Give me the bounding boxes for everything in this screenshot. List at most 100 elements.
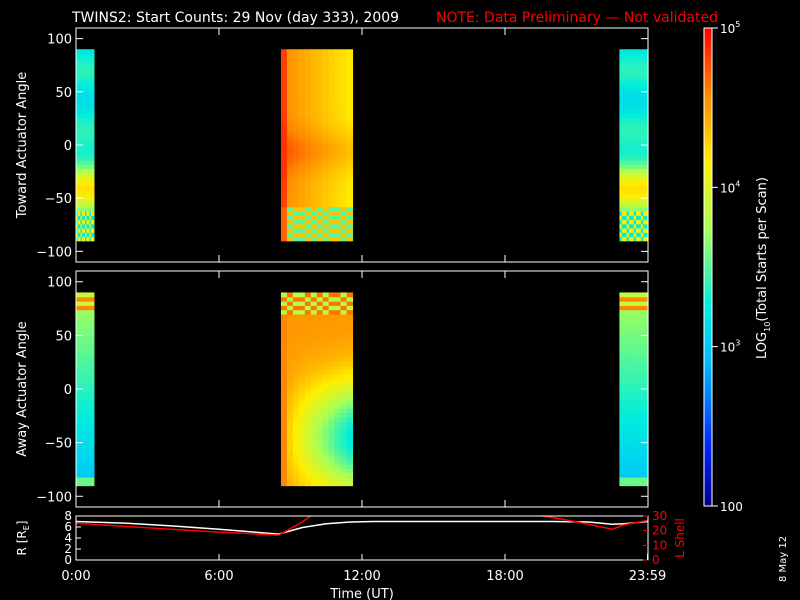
heatmap-cell (643, 459, 647, 465)
heatmap-cell (280, 74, 288, 80)
heatmap-cell (628, 87, 632, 93)
heatmap-cell (81, 348, 85, 354)
heatmap-cell (83, 451, 86, 457)
heatmap-cell (638, 113, 642, 118)
heatmap-cell (304, 181, 312, 187)
heatmap-cell (633, 464, 637, 469)
heatmap-cell (638, 79, 642, 84)
heatmap-cell (626, 391, 630, 397)
heatmap-cell (86, 210, 89, 216)
heatmap-cell (92, 66, 95, 72)
heatmap-cell (619, 125, 623, 131)
heatmap-cell (304, 434, 312, 439)
heatmap-cell (78, 408, 82, 414)
heatmap-cell (328, 438, 336, 444)
heatmap-cell (640, 472, 644, 478)
heatmap-cell (80, 193, 83, 199)
heatmap-cell (310, 74, 318, 80)
colorbar-label: LOG10(Total Starts per Scan) (755, 177, 772, 359)
heatmap-cell (304, 335, 312, 341)
heatmap-cell (292, 125, 300, 131)
heatmap-cell (86, 386, 89, 392)
heatmap-cell (81, 386, 85, 392)
heatmap-cell (87, 87, 91, 93)
x-tick-label: 23:59 (629, 569, 666, 584)
heatmap-cell (90, 386, 93, 392)
heatmap-cell (76, 53, 79, 59)
heatmap-cell (78, 91, 82, 97)
heatmap-cell (638, 147, 642, 152)
heatmap-cell (340, 442, 348, 448)
heatmap-cell (346, 472, 354, 478)
heatmap-cell (346, 365, 354, 371)
heatmap-cell (77, 429, 80, 435)
heatmap-cell (84, 185, 88, 191)
heatmap-cell (83, 339, 86, 345)
heatmap-cell (628, 198, 632, 204)
heatmap-cell (633, 326, 637, 332)
heatmap-cell (334, 189, 342, 195)
heatmap-cell (640, 236, 644, 242)
heatmap-cell (76, 451, 79, 457)
heatmap-cell (334, 408, 342, 414)
heatmap-cell (340, 104, 348, 110)
heatmap-cell (77, 155, 80, 161)
heatmap-cell (310, 100, 318, 106)
heatmap-cell (280, 356, 288, 362)
heatmap-cell (81, 138, 85, 144)
heatmap-cell (328, 151, 336, 157)
heatmap-cell (292, 232, 300, 238)
heatmap-cell (636, 125, 640, 131)
heatmap-cell (638, 74, 642, 80)
heatmap-cell (292, 476, 300, 482)
heatmap-cell (92, 155, 95, 161)
heatmap-cell (628, 331, 632, 336)
heatmap-block (280, 292, 354, 487)
heatmap-cell (316, 57, 324, 63)
heatmap-cell (80, 416, 83, 422)
heatmap-cell (334, 232, 342, 238)
heatmap-cell (631, 117, 635, 123)
heatmap-cell (80, 117, 83, 123)
heatmap-cell (286, 442, 294, 448)
heatmap-cell (83, 202, 86, 208)
heatmap-cell (310, 365, 318, 371)
heatmap-cell (89, 301, 92, 306)
heatmap-cell (316, 70, 324, 76)
heatmap-cell (298, 301, 306, 306)
heatmap-cell (316, 138, 324, 144)
heatmap-cell (80, 74, 83, 80)
heatmap-cell (346, 74, 354, 80)
heatmap-cell (78, 438, 82, 444)
heatmap-cell (624, 147, 628, 152)
heatmap-cell (628, 164, 632, 169)
heatmap-cell (624, 142, 628, 148)
heatmap-cell (76, 305, 79, 311)
heatmap-cell (292, 361, 300, 366)
heatmap-cell (76, 202, 79, 208)
heatmap-cell (638, 223, 642, 229)
heatmap-cell (84, 159, 88, 165)
heatmap-cell (328, 87, 336, 93)
heatmap-cell (628, 425, 632, 431)
heatmap-cell (77, 193, 80, 199)
colorbar-gradient (703, 27, 713, 507)
heatmap-cell (626, 434, 630, 439)
heatmap-cell (626, 100, 630, 106)
heatmap-cell (280, 70, 288, 76)
heatmap-cell (286, 108, 294, 114)
y-tick-label: 0 (64, 553, 72, 567)
heatmap-cell (280, 91, 288, 97)
heatmap-cell (621, 104, 625, 110)
heatmap-cell (304, 134, 312, 140)
heatmap-cell (322, 399, 330, 405)
heatmap-cell (340, 318, 348, 324)
heatmap-cell (310, 104, 318, 110)
heatmap-cell (77, 369, 80, 375)
heatmap-cell (631, 125, 635, 131)
heatmap-cell (334, 459, 342, 465)
heatmap-cell (346, 151, 354, 157)
heatmap-cell (280, 395, 288, 401)
heatmap-cell (87, 198, 91, 204)
